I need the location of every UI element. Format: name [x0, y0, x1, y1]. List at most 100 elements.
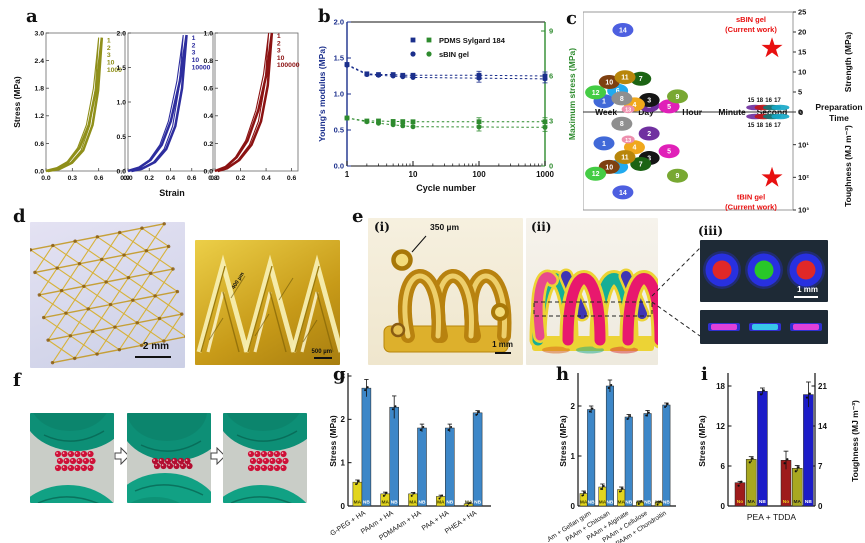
panel-label-d: d: [13, 206, 26, 227]
svg-text:Young's modulus (MPa): Young's modulus (MPa): [317, 46, 327, 142]
svg-text:1: 1: [571, 452, 576, 461]
svg-text:5: 5: [667, 149, 671, 156]
svg-text:MA: MA: [465, 500, 473, 506]
svg-text:0.2: 0.2: [236, 175, 246, 182]
svg-text:12: 12: [716, 422, 725, 431]
svg-text:10: 10: [192, 57, 200, 64]
svg-text:10: 10: [409, 170, 418, 179]
svg-text:No: No: [783, 499, 789, 505]
svg-text:1: 1: [192, 35, 196, 42]
modulus-cycles-svg: 1 10 100 1000 0.0 0.5 1.0 1.5 2.0 0 3 6 9 PDMS Sylgar…: [317, 18, 577, 193]
svg-text:13: 13: [625, 138, 631, 144]
svg-text:1: 1: [602, 141, 606, 148]
svg-text:7: 7: [639, 161, 643, 168]
svg-text:0.6: 0.6: [94, 175, 104, 182]
svg-text:0.6: 0.6: [204, 86, 214, 93]
svg-text:Week: Week: [595, 107, 617, 117]
svg-text:14: 14: [619, 190, 627, 197]
svg-text:4: 4: [632, 145, 636, 152]
svg-text:2: 2: [341, 415, 346, 424]
svg-text:2: 2: [192, 42, 196, 49]
strut-closeup-drawing-svg: [196, 254, 340, 353]
lattice-drawing-svg: [30, 222, 185, 365]
panel-label-f: f: [13, 370, 21, 391]
svg-text:3: 3: [549, 117, 553, 126]
panel-h-stress-bar-chart: 0 1 2 MA NB PAAm + Gellan gum MA NB PAAm + Chito…: [548, 368, 708, 543]
svg-text:21: 21: [818, 382, 827, 391]
svg-text:2: 2: [277, 40, 281, 47]
svg-text:10: 10: [107, 60, 115, 67]
svg-text:100000: 100000: [277, 62, 300, 69]
svg-text:NB: NB: [644, 500, 651, 506]
svg-text:2.4: 2.4: [35, 58, 45, 65]
panel-b-modulus-vs-cycles-chart: 1 10 100 1000 0.0 0.5 1.0 1.5 2.0 0 3 6 9 PDMS Sylgar…: [315, 8, 583, 206]
svg-text:0.2: 0.2: [145, 175, 155, 182]
svg-text:20: 20: [798, 28, 806, 37]
svg-text:0: 0: [721, 502, 726, 511]
scale-bar: [794, 296, 818, 298]
svg-text:1.0: 1.0: [204, 30, 214, 37]
photo-coil-cross-section-circles: 1 mm: [700, 240, 828, 302]
svg-text:NB: NB: [663, 500, 670, 506]
svg-text:MA: MA: [599, 500, 607, 506]
arrow-right-icon: [114, 447, 130, 465]
svg-text:1.0: 1.0: [117, 99, 127, 106]
svg-text:MA: MA: [618, 500, 626, 506]
svg-text:16: 16: [765, 123, 772, 129]
svg-text:Day: Day: [638, 107, 654, 117]
svg-text:NB: NB: [474, 500, 481, 506]
svg-text:MA: MA: [381, 500, 389, 506]
svg-text:1000: 1000: [107, 67, 122, 74]
svg-text:3: 3: [647, 97, 651, 104]
svg-text:0.4: 0.4: [204, 113, 214, 120]
svg-text:8: 8: [620, 121, 624, 128]
svg-text:3: 3: [647, 155, 651, 162]
svg-text:MA: MA: [655, 500, 663, 506]
svg-text:1: 1: [277, 33, 281, 40]
svg-text:10: 10: [605, 164, 613, 171]
svg-text:0.0: 0.0: [117, 168, 127, 175]
svg-text:18: 18: [756, 123, 763, 129]
svg-text:15: 15: [748, 123, 755, 129]
svg-text:NB: NB: [588, 500, 595, 506]
svg-text:MA: MA: [437, 500, 445, 506]
svg-text:1: 1: [345, 170, 350, 179]
svg-text:10²: 10²: [798, 173, 809, 182]
svg-text:(Current work): (Current work): [725, 203, 777, 212]
svg-text:10: 10: [277, 55, 285, 62]
svg-text:0: 0: [549, 162, 553, 171]
svg-text:1: 1: [341, 458, 346, 467]
svg-text:10: 10: [605, 79, 613, 86]
svg-text:Stress (MPa): Stress (MPa): [698, 415, 707, 467]
svg-text:NB: NB: [446, 500, 453, 506]
connector-lines-svg: [651, 247, 701, 337]
scale-bar-label: 1 mm: [797, 285, 818, 294]
svg-text:10: 10: [798, 68, 806, 77]
cross-section-bars-svg: [708, 323, 822, 331]
svg-text:0.0: 0.0: [123, 175, 133, 182]
svg-text:11: 11: [621, 154, 629, 161]
svg-text:0: 0: [818, 502, 823, 511]
glove-compression-drawing-svg: [30, 413, 114, 503]
svg-text:Maximum stress (MPa): Maximum stress (MPa): [567, 48, 577, 140]
svg-text:NB: NB: [363, 500, 370, 506]
scale-bar: [314, 357, 332, 359]
amber-coil-drawing-svg: [383, 235, 512, 353]
svg-text:0.6: 0.6: [187, 175, 197, 182]
panel-c-strength-toughness-vs-prep-time-chart: 0 5 10 15 20 25 10¹ 10² 10³ 0 Preparation Time Stren…: [583, 8, 865, 220]
svg-text:6: 6: [549, 72, 553, 81]
svg-text:0.5: 0.5: [334, 126, 344, 135]
svg-text:0.3: 0.3: [68, 175, 78, 182]
svg-text:3: 3: [277, 48, 281, 55]
photo-printed-coil-single-material: (i) 350 µm 1 mm: [368, 218, 523, 365]
svg-text:Hour: Hour: [682, 107, 703, 117]
photo-compression-recovered: [223, 413, 307, 503]
dashed-connector-lines: [650, 238, 702, 348]
panel-label-g: g: [333, 364, 346, 385]
svg-text:Strain: Strain: [159, 188, 185, 198]
subpanel-label-i: (i): [374, 220, 390, 234]
panel-label-h: h: [556, 364, 570, 385]
svg-text:0.2: 0.2: [204, 141, 214, 148]
svg-text:0.5: 0.5: [117, 134, 127, 141]
